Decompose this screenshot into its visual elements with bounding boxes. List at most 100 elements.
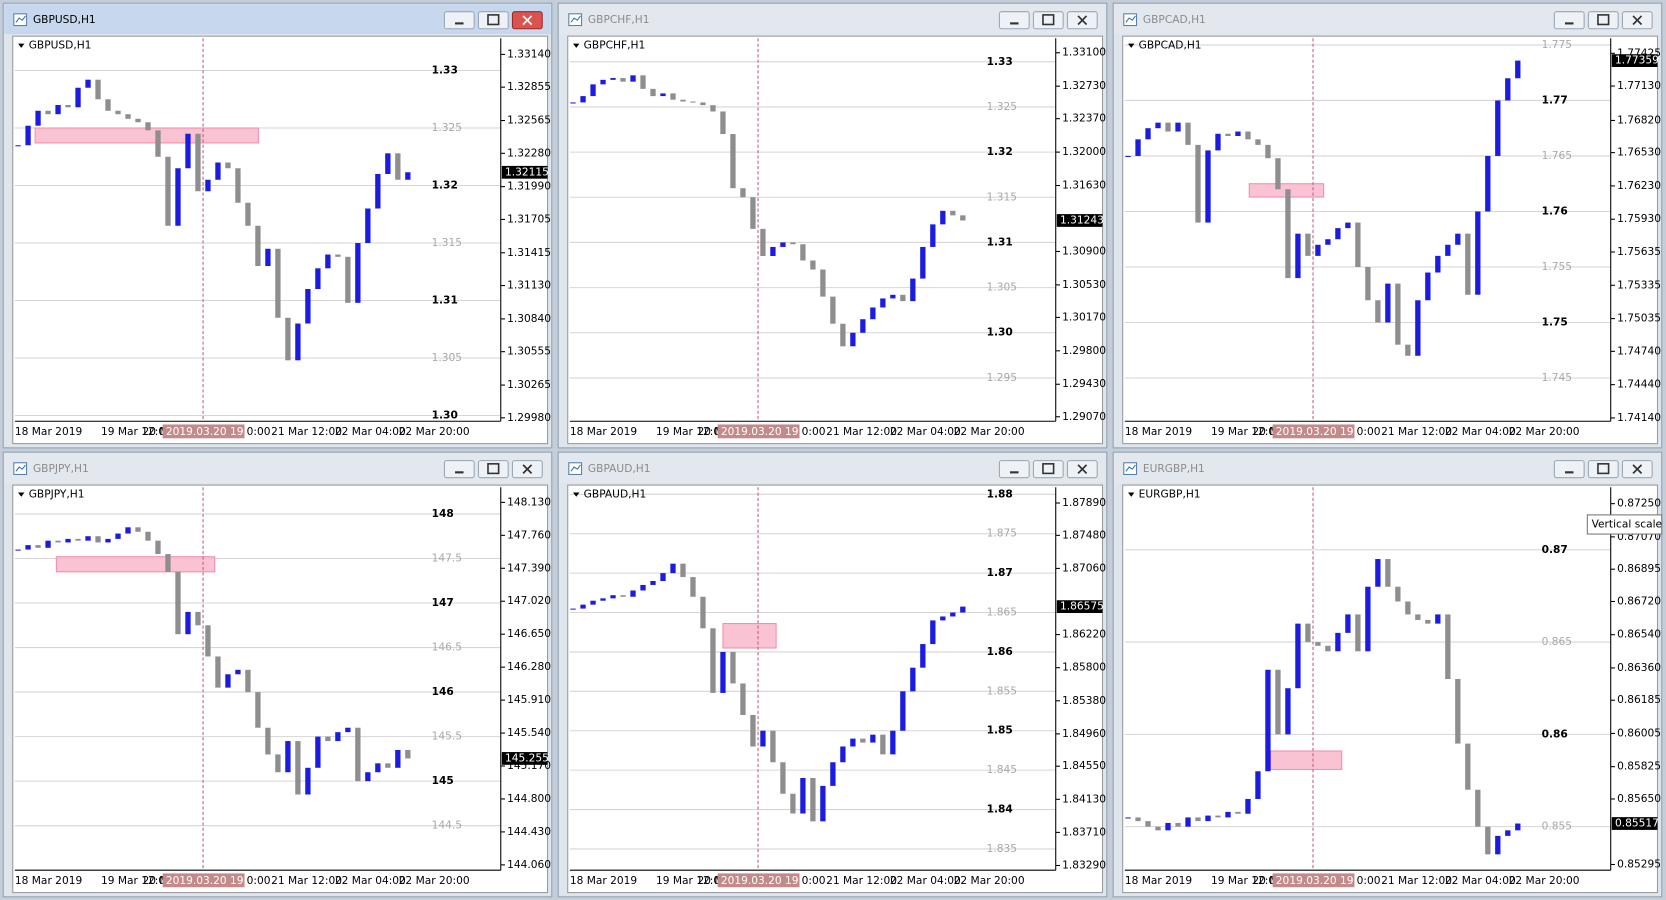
candle [920,246,926,279]
price-level-label: 1.85 [987,724,1013,737]
current-price-bg [501,752,548,765]
x-tick-label: 0:00 [247,874,271,887]
maximize-glyph [1042,14,1055,26]
price-zone [722,623,777,649]
candle [930,620,936,645]
candle [365,208,371,244]
x-tick-label: 18 Mar 2019 [1125,874,1193,887]
window-title: GBPCHF,H1 [588,13,650,26]
candle [920,644,926,668]
minimize-button[interactable] [443,11,475,30]
candle [185,133,191,169]
candle [295,323,301,361]
candle [45,110,51,115]
candle [1295,233,1301,279]
candle [1175,822,1181,827]
candle [1475,789,1481,827]
candle [175,571,181,635]
candle [680,563,686,578]
x-tick-label: 0:00 [802,874,826,887]
y-tick-label: 0.86895 [1617,562,1661,575]
candle [145,531,151,541]
y-tick-label: 1.87890 [1062,496,1106,509]
close-glyph [1632,464,1643,475]
maximize-button[interactable] [1587,460,1619,479]
candle [375,763,381,773]
crosshair-time-bg [717,424,800,439]
candle [790,242,796,245]
minimize-button[interactable] [998,460,1030,479]
candle [1345,222,1351,229]
maximize-glyph [1597,14,1610,26]
candle [1465,743,1471,790]
candle [75,87,81,108]
maximize-button[interactable] [1587,11,1619,30]
candle [235,669,241,675]
y-tick-label: 1.32000 [1062,145,1106,158]
candle [115,110,121,115]
x-tick-label: 22 Mar 04:00 [335,874,406,887]
y-tick-label: 1.32280 [507,146,551,159]
candle [880,734,886,755]
y-tick-label: 144.800 [507,792,551,805]
price-level-label: 1.775 [1542,38,1572,51]
candle [305,289,311,324]
y-tick-label: 0.87250 [1617,497,1661,510]
candle [1365,266,1371,301]
candle [1385,559,1391,587]
y-tick-label: 0.85825 [1617,760,1661,773]
price-level-label: 1.32 [987,145,1013,158]
y-tick-label: 1.75035 [1617,312,1661,325]
y-tick-label: 146.280 [507,660,551,673]
y-tick-label: 1.76230 [1617,179,1661,192]
maximize-button[interactable] [1032,460,1064,479]
chart-area [1122,484,1659,894]
candle [1185,817,1191,827]
y-tick-label: 1.75635 [1617,245,1661,258]
candle [195,611,201,626]
candle [35,110,41,126]
candle [255,692,261,728]
window-icon [13,462,28,475]
candle [700,596,706,629]
window-title: GBPCAD,H1 [1143,13,1206,26]
candle [15,549,21,551]
maximize-button[interactable] [1032,11,1064,30]
candle [1255,771,1261,799]
candle [1425,272,1431,301]
price-zone [55,556,216,573]
candle [650,581,656,585]
maximize-button[interactable] [477,460,509,479]
candle [1515,60,1521,79]
minimize-button[interactable] [1553,11,1585,30]
minimize-button[interactable] [443,460,475,479]
x-tick-label: 0:00 [1357,425,1381,438]
candle [1405,601,1411,615]
price-level-label: 1.84 [987,803,1013,816]
maximize-button[interactable] [477,11,509,30]
y-tick-label: 1.30265 [507,378,551,391]
candle [1475,211,1481,295]
y-tick-label: 1.29070 [1062,410,1106,423]
candle [840,746,846,763]
candle [1205,150,1211,223]
x-tick-label: 18 Mar 2019 [570,874,638,887]
candle [760,228,766,256]
candle [225,674,231,688]
x-tick-label: 19 Mar 12:00 [101,425,172,438]
candle [900,294,906,302]
candle [155,540,161,555]
candle [115,533,121,539]
candle [820,785,826,822]
maximize-glyph [1597,463,1610,475]
minimize-button[interactable] [1553,460,1585,479]
price-level-label: 1.86 [987,645,1013,658]
x-tick-label: 22 Mar 04:00 [335,425,406,438]
candle [305,767,311,795]
minimize-button[interactable] [998,11,1030,30]
y-tick-label: 146.650 [507,627,551,640]
window-icon-graph [570,15,581,23]
candle [930,224,936,247]
current-price-bg [1056,600,1103,614]
candle [740,188,746,198]
